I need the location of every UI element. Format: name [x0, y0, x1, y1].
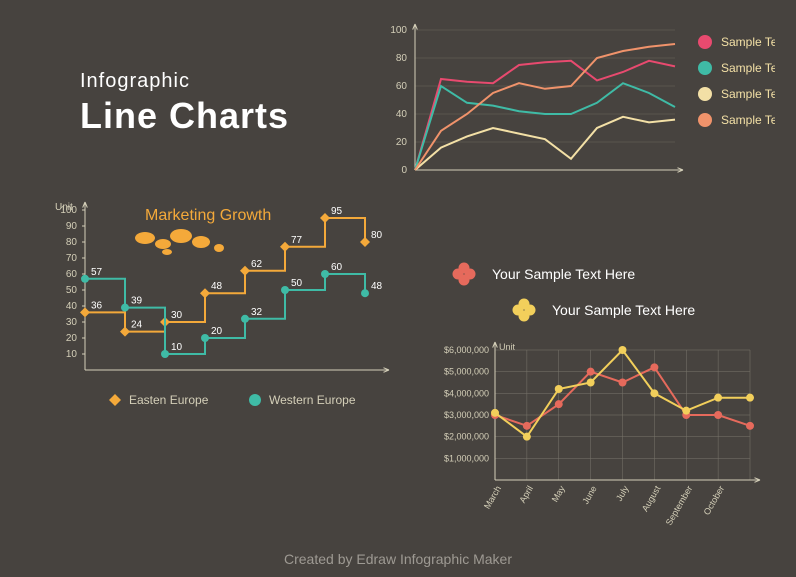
svg-text:50: 50: [291, 278, 303, 289]
svg-text:24: 24: [131, 320, 143, 331]
svg-text:40: 40: [66, 301, 78, 312]
svg-text:$4,000,000: $4,000,000: [444, 388, 489, 398]
svg-text:48: 48: [211, 281, 223, 292]
svg-text:September: September: [664, 484, 695, 527]
svg-text:70: 70: [66, 253, 78, 264]
page-title: Infographic Line Charts: [80, 70, 289, 137]
svg-text:June: June: [580, 484, 598, 506]
svg-text:30: 30: [171, 310, 183, 321]
svg-text:39: 39: [131, 296, 143, 307]
svg-text:10: 10: [171, 342, 183, 353]
svg-text:July: July: [614, 484, 631, 503]
svg-text:62: 62: [251, 259, 263, 270]
svg-text:$5,000,000: $5,000,000: [444, 367, 489, 377]
chart-marketing-growth: Unit102030405060708090100Marketing Growt…: [45, 200, 395, 450]
svg-text:100: 100: [60, 205, 77, 216]
svg-text:77: 77: [291, 235, 303, 246]
svg-text:Sample Text: Sample Text: [721, 87, 775, 101]
clover-legend-item: Your Sample Text Here: [510, 296, 695, 324]
chart-monthly-revenue: Unit $1,000,000 $2,000,000 $3,000,000 $4,000…: [430, 340, 770, 540]
svg-text:Sample Text: Sample Text: [721, 35, 775, 49]
svg-text:20: 20: [211, 326, 223, 337]
svg-text:40: 40: [396, 109, 408, 120]
clover-icon: [450, 260, 478, 288]
svg-text:90: 90: [66, 221, 78, 232]
clover-legend-item: Your Sample Text Here: [450, 260, 695, 288]
svg-text:80: 80: [371, 230, 383, 241]
svg-text:$2,000,000: $2,000,000: [444, 432, 489, 442]
svg-text:50: 50: [66, 285, 78, 296]
svg-text:60: 60: [66, 269, 78, 280]
svg-text:20: 20: [396, 137, 408, 148]
chart-top-multiline: 0 20 40 60 80 100 Sample Text Sample Text Sample…: [385, 20, 775, 190]
title-big: Line Charts: [80, 95, 289, 137]
svg-text:30: 30: [66, 317, 78, 328]
svg-text:Sample Text: Sample Text: [721, 61, 775, 75]
svg-text:95: 95: [331, 206, 343, 217]
title-small: Infographic: [80, 70, 289, 93]
svg-text:60: 60: [396, 81, 408, 92]
svg-text:August: August: [640, 484, 663, 514]
svg-text:$3,000,000: $3,000,000: [444, 410, 489, 420]
svg-text:80: 80: [396, 53, 408, 64]
svg-text:10: 10: [66, 349, 78, 360]
svg-text:100: 100: [390, 25, 407, 36]
svg-text:Sample Text: Sample Text: [721, 113, 775, 127]
svg-text:Western Europe: Western Europe: [269, 393, 356, 407]
svg-text:20: 20: [66, 333, 78, 344]
footer-credit: Created by Edraw Infographic Maker: [0, 551, 796, 567]
svg-text:$6,000,000: $6,000,000: [444, 345, 489, 355]
svg-text:57: 57: [91, 267, 103, 278]
svg-text:80: 80: [66, 237, 78, 248]
svg-text:32: 32: [251, 307, 263, 318]
svg-text:Unit: Unit: [499, 342, 516, 352]
svg-text:48: 48: [371, 281, 383, 292]
clover-icon: [510, 296, 538, 324]
svg-text:36: 36: [91, 300, 103, 311]
svg-text:April: April: [517, 484, 535, 505]
svg-text:May: May: [550, 484, 567, 504]
svg-text:Marketing Growth: Marketing Growth: [145, 207, 271, 224]
clover-legend-label: Your Sample Text Here: [552, 302, 695, 318]
svg-text:0: 0: [401, 165, 407, 176]
svg-text:October: October: [702, 484, 727, 517]
svg-text:$1,000,000: $1,000,000: [444, 453, 489, 463]
clover-legend: Your Sample Text Here Your Sample Text H…: [450, 260, 695, 332]
svg-text:March: March: [482, 484, 503, 511]
svg-text:60: 60: [331, 262, 343, 273]
svg-text:Easten Europe: Easten Europe: [129, 393, 209, 407]
clover-legend-label: Your Sample Text Here: [492, 266, 635, 282]
